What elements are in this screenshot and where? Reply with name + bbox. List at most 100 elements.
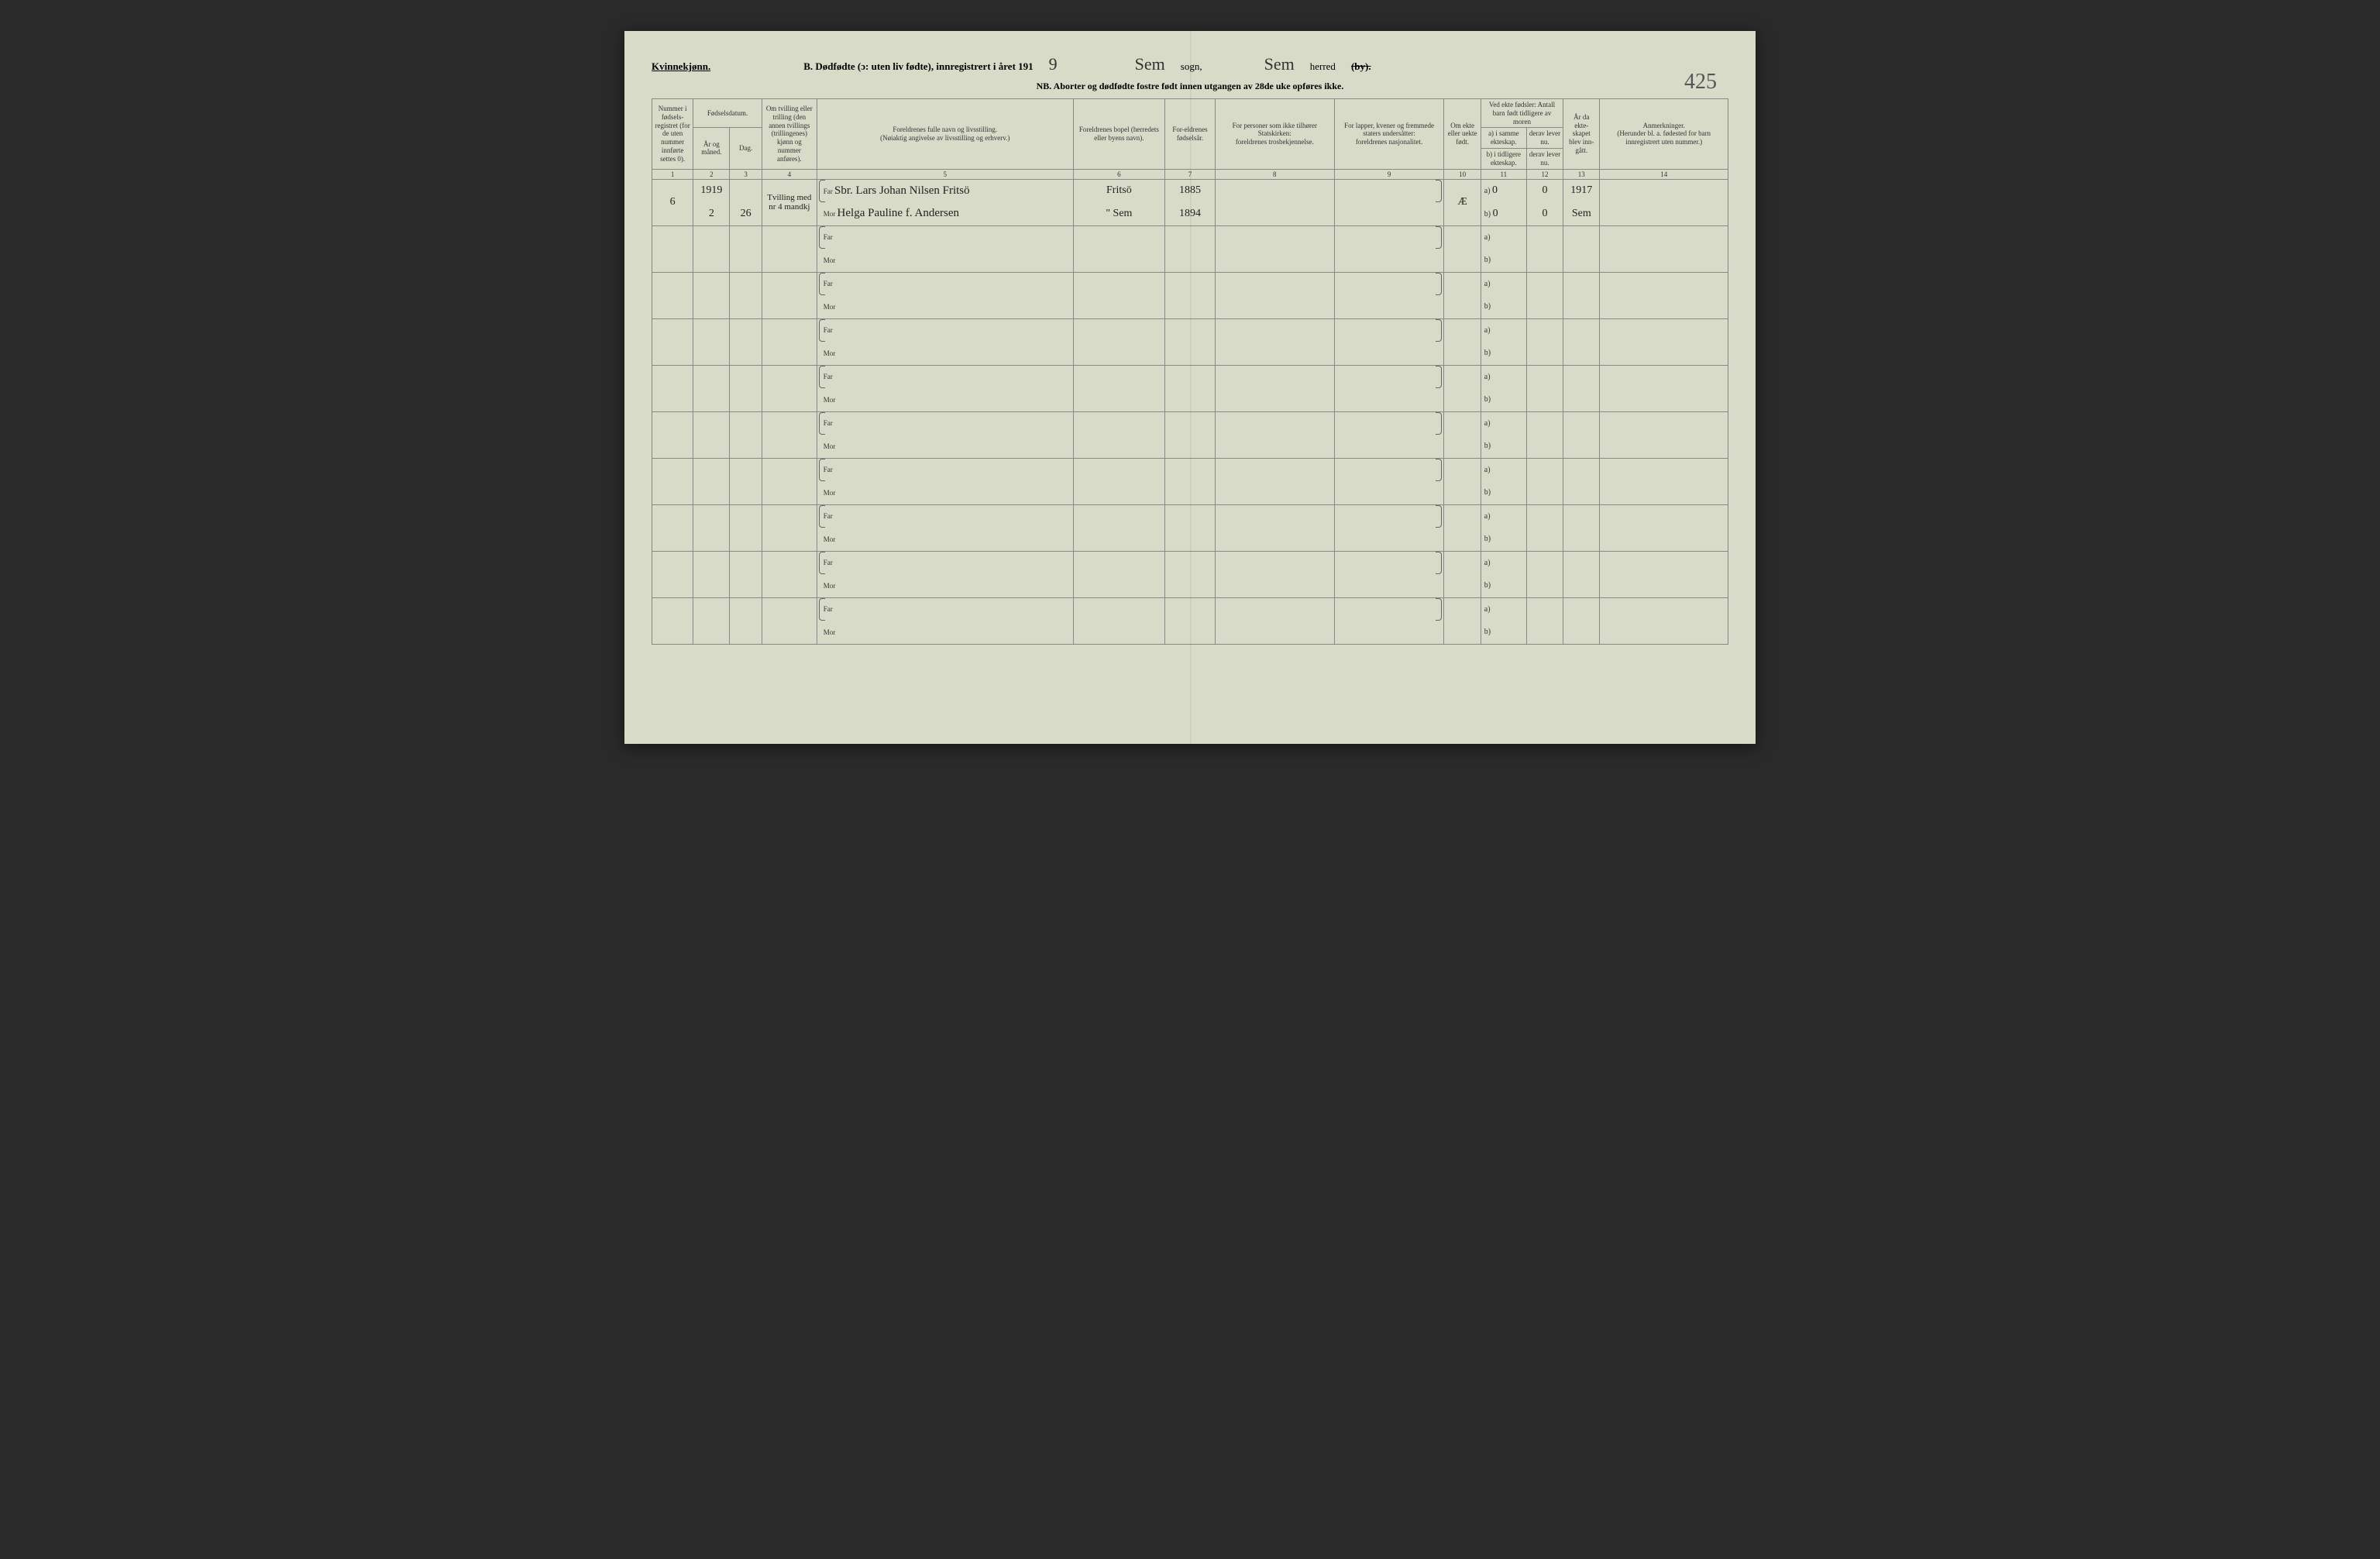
- b-tidl: 0: [1493, 208, 1498, 219]
- brace-r-icon: [1436, 552, 1442, 575]
- mor-cell: Mor Helga Pauline f. Andersen: [817, 202, 1073, 225]
- mor-label: Mor: [824, 489, 836, 497]
- ab-a-label: a): [1481, 225, 1526, 249]
- far-bopel: Fritsö: [1073, 179, 1164, 202]
- col-4-header: Om tvilling eller trilling (den annen tv…: [762, 99, 817, 170]
- ab-a-label: a): [1481, 272, 1526, 295]
- colnum: 12: [1526, 169, 1563, 179]
- entry-year1: 1919: [693, 179, 730, 202]
- herred-label: herred: [1310, 60, 1336, 73]
- col-1-header: Nummer i fødsels-registret (for de uten …: [652, 99, 693, 170]
- ab-b-label: b): [1484, 210, 1491, 219]
- ekteskap-place: Sem: [1563, 202, 1600, 225]
- colnum: 1: [652, 169, 693, 179]
- col-13-header: År da ekte-skapet blev inn-gått.: [1563, 99, 1600, 170]
- ab-b-label: b): [1481, 388, 1526, 411]
- mor-label: Mor: [824, 303, 836, 311]
- col-11b: b) i tidligere ekteskap.: [1481, 148, 1526, 169]
- ab-a-label: a): [1481, 411, 1526, 435]
- col-2-top: Fødselsdatum.: [693, 99, 762, 128]
- ab-b-label: b): [1481, 249, 1526, 272]
- col-5-header: Foreldrenes fulle navn og livsstilling. …: [817, 99, 1073, 170]
- col-14-header: Anmerkninger. (Herunder bl. a. fødested …: [1600, 99, 1728, 170]
- herred-struck: (by).: [1351, 60, 1371, 73]
- brace-r-icon: [1436, 180, 1442, 203]
- col-14-top: Anmerkninger.: [1602, 122, 1725, 130]
- ab-a-label: a): [1484, 187, 1491, 195]
- colnum: 5: [817, 169, 1073, 179]
- col-8-sub: foreldrenes trosbekjennelse.: [1218, 138, 1332, 146]
- brace-r-icon: [1436, 319, 1442, 342]
- empty: [1215, 202, 1334, 225]
- col9-cell: [1334, 202, 1444, 225]
- ab-b: b) 0: [1481, 202, 1526, 225]
- document-page: 425 Kvinnekjønn. B. Dødfødte (ɔ: uten li…: [624, 31, 1756, 744]
- colnum: 9: [1334, 169, 1444, 179]
- brace-r-icon: [1436, 273, 1442, 296]
- far-cell: Far Sbr. Lars Johan Nilsen Fritsö: [817, 179, 1073, 202]
- brace-icon: [819, 505, 825, 528]
- entry-day: 26: [730, 202, 762, 225]
- mor-label: Mor: [824, 396, 836, 404]
- col-11-top: Ved ekte fødsler: Antall barn født tidli…: [1481, 99, 1563, 128]
- ab-b-label: b): [1481, 528, 1526, 551]
- colnum: 6: [1073, 169, 1164, 179]
- entry-tvilling: Tvilling med nr 4 mandkj: [762, 179, 817, 225]
- col-5-sub: (Nøiaktig angivelse av livsstilling og e…: [820, 134, 1071, 143]
- colnum: 10: [1444, 169, 1481, 179]
- col-2a: År og måned.: [693, 128, 730, 169]
- brace-icon: [819, 598, 825, 621]
- mor-label: Mor: [824, 442, 836, 450]
- col9-cell: [1334, 179, 1444, 202]
- col-5-top: Foreldrenes fulle navn og livsstilling.: [820, 126, 1071, 134]
- entry-number: 6: [652, 179, 693, 225]
- a-lever: 0: [1526, 179, 1563, 202]
- ab-b-label: b): [1481, 295, 1526, 318]
- anm: [1600, 179, 1728, 225]
- col-6-header: Foreldrenes bopel (herredets eller byens…: [1073, 99, 1164, 170]
- col-12a: derav lever nu.: [1526, 128, 1563, 149]
- year-suffix: 9: [1049, 54, 1058, 74]
- ab-b-label: b): [1481, 481, 1526, 504]
- mor-label: Mor: [824, 582, 836, 590]
- brace-icon: [819, 552, 825, 575]
- title-prefix: B. Dødfødte (ɔ: uten liv fødte), innregi…: [803, 60, 1033, 73]
- brace-icon: [819, 226, 825, 250]
- page-fold: [1190, 31, 1192, 744]
- brace-icon: [819, 366, 825, 389]
- a-samme: 0: [1492, 184, 1498, 196]
- mor-label: Mor: [824, 210, 836, 218]
- gender-label: Kvinnekjønn.: [652, 60, 710, 73]
- herred-value: Sem: [1264, 54, 1295, 74]
- brace-icon: [819, 412, 825, 435]
- ab-a-label: a): [1481, 318, 1526, 342]
- brace-r-icon: [1436, 598, 1442, 621]
- ab-a-label: a): [1481, 551, 1526, 574]
- col-9-header: For lapper, kvener og fremmede staters u…: [1334, 99, 1444, 170]
- brace-r-icon: [1436, 459, 1442, 482]
- entry-year2: 2: [693, 202, 730, 225]
- ab-a-label: a): [1481, 504, 1526, 528]
- page-number: 425: [1684, 70, 1717, 95]
- ab-a-label: a): [1481, 365, 1526, 388]
- mor-label: Mor: [824, 628, 836, 636]
- col-11a: a) i samme ekteskap.: [1481, 128, 1526, 149]
- brace-icon: [819, 319, 825, 342]
- mor-label: Mor: [824, 349, 836, 357]
- col-10-header: Om ekte eller uekte født.: [1444, 99, 1481, 170]
- far-name: Sbr. Lars Johan Nilsen Fritsö: [834, 184, 970, 197]
- mor-label: Mor: [824, 256, 836, 264]
- ab-a-label: a): [1481, 597, 1526, 621]
- ab-b-label: b): [1481, 574, 1526, 597]
- colnum: 8: [1215, 169, 1334, 179]
- brace-r-icon: [1436, 412, 1442, 435]
- brace-icon: [819, 459, 825, 482]
- col-9-top: For lapper, kvener og fremmede staters u…: [1337, 122, 1442, 139]
- ekteskap-year: 1917: [1563, 179, 1600, 202]
- col-12b: derav lever nu.: [1526, 148, 1563, 169]
- ab-a: a) 0: [1481, 179, 1526, 202]
- col-14-sub: (Herunder bl. a. fødested for barn innre…: [1602, 129, 1725, 146]
- sogn-value: Sem: [1135, 54, 1165, 74]
- b-lever: 0: [1526, 202, 1563, 225]
- brace-r-icon: [1436, 366, 1442, 389]
